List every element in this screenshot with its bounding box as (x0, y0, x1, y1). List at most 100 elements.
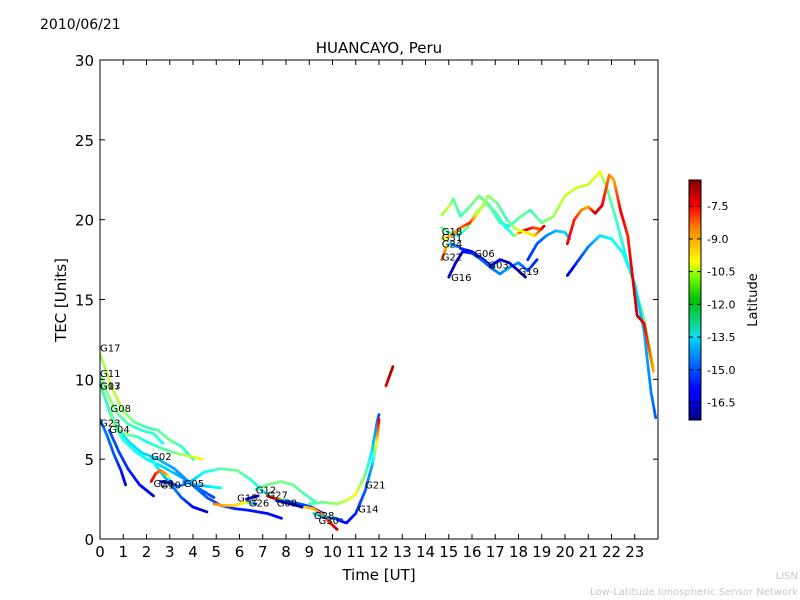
satellite-label: G18 (442, 227, 462, 238)
y-tick-label: 15 (75, 292, 94, 310)
tec-point (124, 483, 127, 487)
tec-point (254, 502, 258, 506)
colorbar-gradient (688, 179, 702, 421)
satellite-label: G22 (442, 252, 462, 263)
track-G02 (149, 457, 209, 514)
track-G28 (303, 505, 339, 531)
x-tick-label: 0 (95, 543, 105, 561)
plot-area (100, 60, 658, 539)
satellite-label: G04 (109, 425, 129, 436)
tec-point (205, 510, 209, 514)
track-G10 (159, 467, 276, 501)
satellite-label: G14 (358, 505, 378, 516)
satellite-label: G10 (160, 481, 180, 492)
chart-title: HUANCAYO, Peru (316, 39, 442, 57)
colorbar-tick-label: -13.5 (707, 331, 735, 344)
tec-point (391, 365, 395, 368)
tec-point (300, 505, 304, 509)
track-G01 (565, 173, 655, 373)
satellite-label: G07 (100, 382, 120, 393)
track-G24 (440, 194, 546, 241)
track-G15 (212, 500, 258, 507)
x-tick-label: 14 (416, 543, 435, 561)
satellite-label: G27 (267, 490, 287, 501)
track-G26 (245, 494, 260, 501)
x-tick-label: 2 (142, 543, 152, 561)
y-axis-ticks: 0 5 10 15 20 25 30 (75, 52, 658, 549)
x-tick-label: 17 (486, 543, 505, 561)
colorbar-tick-label: -12.0 (707, 298, 735, 311)
y-tick-label: 30 (75, 52, 94, 70)
satellite-label: G21 (365, 481, 385, 492)
tec-point (652, 370, 655, 373)
tec-point (456, 245, 460, 249)
x-tick-label: 20 (555, 543, 574, 561)
satellite-label: G16 (451, 273, 471, 284)
satellite-label: G05 (184, 479, 204, 490)
track-G16 (447, 250, 539, 279)
x-tick-label: 13 (393, 543, 412, 561)
y-axis-label: TEC [Units] (52, 258, 70, 343)
satellite-label: G03 (488, 260, 508, 271)
y-tick-label: 20 (75, 212, 94, 230)
track-G14 (307, 413, 381, 506)
tec-point (654, 416, 658, 420)
satellite-label: G12 (256, 486, 276, 497)
x-tick-label: 11 (346, 543, 365, 561)
tec-point (212, 496, 216, 499)
satellite-label: G30 (319, 516, 339, 527)
x-tick-label: 15 (439, 543, 458, 561)
x-tick-label: 12 (369, 543, 388, 561)
satellite-label: G28 (314, 511, 334, 522)
track-G04 (107, 429, 155, 498)
satellite-label: G15 (237, 493, 257, 504)
y-tick-label: 5 (84, 451, 94, 469)
credit-network-name: Low-Latitude Ionospheric Sensor Network (590, 587, 798, 598)
tec-point (256, 494, 260, 498)
colorbar-tick-label: -15.0 (707, 364, 735, 377)
x-tick-label: 10 (323, 543, 342, 561)
x-tick-label: 21 (579, 543, 598, 561)
track-G12 (254, 480, 318, 504)
satellite-label: G31 (442, 233, 462, 244)
x-tick-label: 8 (281, 543, 291, 561)
satellite-label: G08 (110, 404, 130, 415)
satellite-label: G06 (474, 249, 494, 260)
tec-point (161, 441, 165, 445)
y-tick-label: 25 (75, 132, 94, 150)
y-tick-label: 10 (75, 371, 94, 389)
track-G03 (489, 258, 527, 279)
tec-point (377, 417, 381, 421)
tec-tracks (100, 170, 658, 531)
x-axis-ticks: 0 1 2 3 4 5 6 7 8 9 10 11 12 13 14 15 16 17 18 19 20 21 22 23 (95, 60, 644, 561)
x-tick-label: 4 (188, 543, 198, 561)
x-tick-label: 5 (211, 543, 221, 561)
track-G21 (335, 417, 381, 525)
track-G32 (384, 365, 395, 388)
x-tick-label: 1 (118, 543, 128, 561)
tec-point (152, 494, 155, 498)
track-G22 (440, 242, 460, 261)
colorbar-tick-label: -10.5 (707, 266, 735, 279)
satellite-label: G26 (249, 498, 269, 509)
x-tick-label: 9 (304, 543, 314, 561)
satellite-label: G11 (100, 369, 120, 380)
tec-point (542, 224, 546, 228)
track-G05 (182, 480, 223, 490)
x-tick-label: 7 (258, 543, 268, 561)
x-axis-label: Time [UT] (341, 566, 415, 584)
tec-point (377, 413, 381, 416)
tec-point (524, 275, 527, 279)
satellite-label: G02 (151, 452, 171, 463)
satellite-label: G23 (100, 418, 120, 429)
colorbar-label: Latitude (746, 273, 761, 327)
x-tick-label: 22 (602, 543, 621, 561)
x-tick-label: 23 (625, 543, 644, 561)
colorbar-tick-label: -7.5 (707, 200, 728, 213)
x-tick-label: 19 (532, 543, 551, 561)
satellite-label: G17 (100, 343, 120, 354)
colorbar-tick-label: -16.5 (707, 397, 735, 410)
tec-point (219, 486, 223, 490)
date-label: 2010/06/21 (40, 17, 121, 33)
